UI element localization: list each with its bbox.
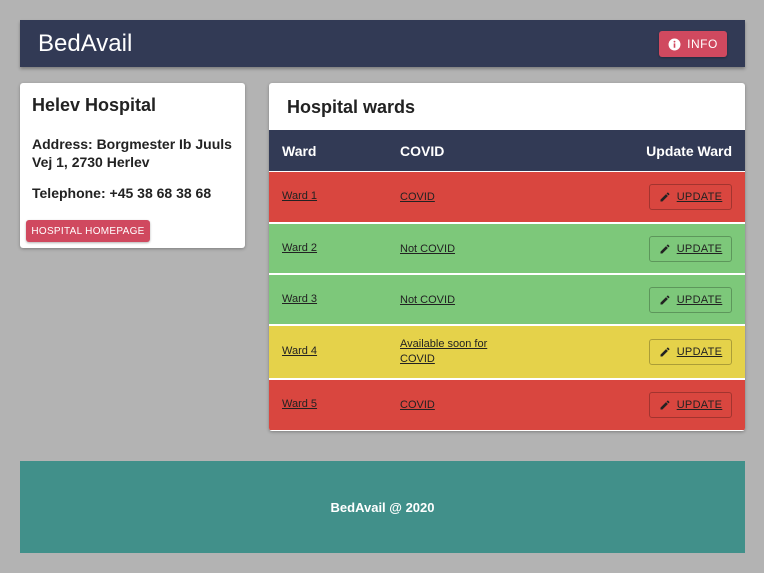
ward-row: Ward 2 Not COVID UPDATE xyxy=(269,224,745,273)
edit-icon xyxy=(660,294,670,304)
ward-link[interactable]: Ward 5 xyxy=(282,398,318,410)
info-button[interactable]: INFO xyxy=(659,31,727,57)
info-label: INFO xyxy=(687,37,718,51)
edit-icon xyxy=(660,192,670,202)
edit-icon xyxy=(660,400,670,410)
footer: BedAvail @ 2020 xyxy=(20,461,745,553)
edit-icon xyxy=(660,347,670,357)
wards-title: Hospital wards xyxy=(287,97,416,117)
covid-status[interactable]: Available soon for COVID xyxy=(400,338,488,365)
ward-row: Ward 1 COVID UPDATE xyxy=(269,172,745,222)
header: BedAvail INFO xyxy=(20,20,745,67)
update-button[interactable]: UPDATE xyxy=(649,286,732,313)
ward-row: Ward 3 Not COVID UPDATE xyxy=(269,275,745,324)
column-header: Update Ward xyxy=(646,143,732,159)
update-label: UPDATE xyxy=(676,346,723,358)
wards-card: Hospital wards Ward COVID Update Ward Wa… xyxy=(269,83,745,431)
info-icon xyxy=(668,38,681,50)
ward-link[interactable]: Ward 3 xyxy=(282,292,318,305)
address: Address: Borgmester Ib Juuls Vej 1, 2730… xyxy=(32,136,232,170)
update-button[interactable]: UPDATE xyxy=(649,184,732,210)
edit-icon xyxy=(660,243,670,253)
update-label: UPDATE xyxy=(676,191,723,203)
covid-status[interactable]: COVID xyxy=(400,399,435,411)
hospital-card: Helev Hospital Address: Borgmester Ib Ju… xyxy=(20,83,245,248)
homepage-button[interactable]: HOSPITAL HOMEPAGE xyxy=(26,220,150,242)
telephone: Telephone: +45 38 68 38 68 xyxy=(32,185,212,201)
ward-row: Ward 5 COVID UPDATE xyxy=(269,380,745,430)
update-button[interactable]: UPDATE xyxy=(649,392,732,418)
covid-status[interactable]: Not COVID xyxy=(400,293,456,306)
update-button[interactable]: UPDATE xyxy=(649,339,732,365)
column-header: Ward xyxy=(282,143,317,159)
update-label: UPDATE xyxy=(676,399,723,411)
update-label: UPDATE xyxy=(676,293,723,306)
hospital-name: Helev Hospital xyxy=(32,95,157,115)
table-header: Ward COVID Update Ward xyxy=(269,130,745,171)
ward-row: Ward 4 Available soon for COVID UPDATE xyxy=(269,326,745,378)
ward-link[interactable]: Ward 4 xyxy=(282,345,318,357)
ward-link[interactable]: Ward 1 xyxy=(282,190,318,202)
update-label: UPDATE xyxy=(676,242,723,255)
ward-link[interactable]: Ward 2 xyxy=(282,241,318,254)
column-header: COVID xyxy=(400,143,445,159)
covid-status[interactable]: COVID xyxy=(400,191,435,203)
update-button[interactable]: UPDATE xyxy=(649,235,732,262)
footer-text: BedAvail @ 2020 xyxy=(330,499,435,515)
brand[interactable]: BedAvail xyxy=(38,30,133,57)
covid-status[interactable]: Not COVID xyxy=(400,242,456,255)
